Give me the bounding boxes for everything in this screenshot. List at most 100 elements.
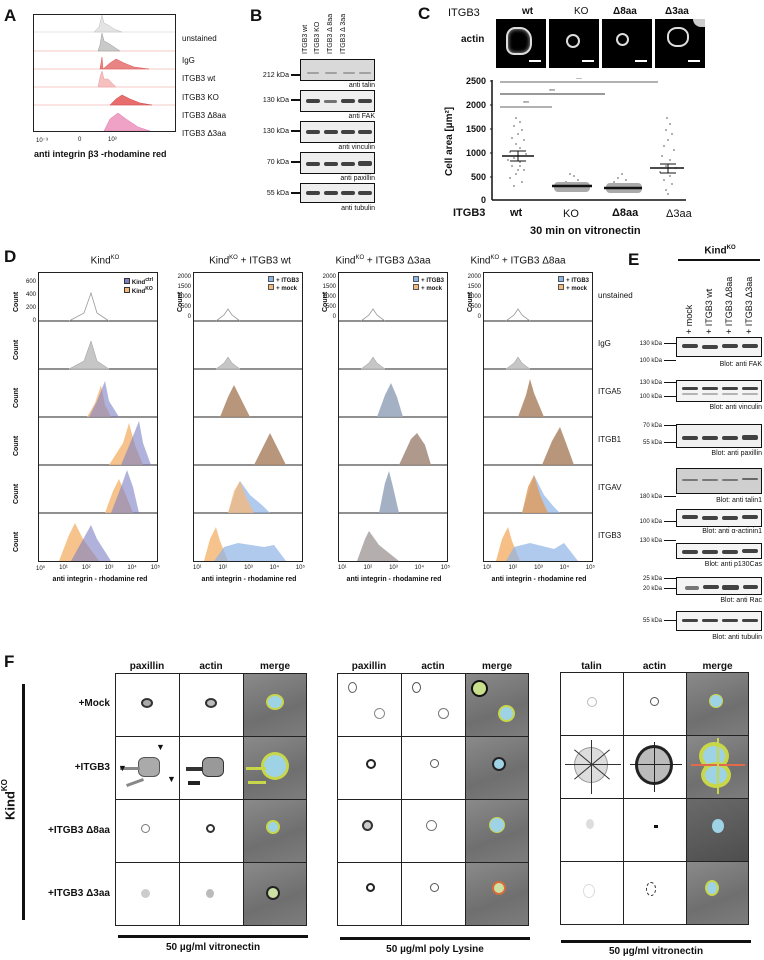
f-g1-r1-c0 xyxy=(337,736,402,800)
d-legend-1: + ITGB3 + mock xyxy=(268,276,299,292)
blot-paxillin xyxy=(300,152,375,174)
f-g2-r1-c0 xyxy=(560,735,624,799)
e-kda-5a: 130 kDa xyxy=(630,538,676,544)
kda-b-0: 212 kDa xyxy=(255,72,301,79)
svg-text:***: *** xyxy=(523,101,529,107)
f-g1-substrate-bar xyxy=(340,937,530,940)
panel-letter-c: C xyxy=(418,4,431,23)
d-histogram-col-1: + ITGB3 + mock xyxy=(193,272,303,562)
label-itgb3-d8: ITGB3 Δ8aa xyxy=(182,111,227,120)
f-g1-r0-c1 xyxy=(401,673,466,737)
f-row-d8: +ITGB3 Δ8aa xyxy=(48,825,110,836)
d-yticks-col2: 2000 1500 1000 500 0 xyxy=(322,274,336,320)
c-xcat-wt: wt xyxy=(510,207,523,219)
e-kda-0b: 100 kDa xyxy=(630,358,676,364)
f-g2-r1-c1 xyxy=(623,735,687,799)
f-g1-r3-c2 xyxy=(465,862,529,926)
e-lane-1: + ITGB3 wt xyxy=(704,288,714,334)
e-blot-label-6: Blot: anti Rac xyxy=(720,597,762,604)
e-blot-tubulin xyxy=(676,611,762,631)
e-kda-3b: 180 kDa xyxy=(630,494,676,500)
f-g2-r2-c1 xyxy=(623,798,687,862)
f-g2-col1: actin xyxy=(642,661,667,672)
c-ytick-2500: 2500 xyxy=(465,76,486,86)
panel-letter-f: F xyxy=(4,652,15,671)
e-kda-7a: 55 kDa xyxy=(630,618,676,624)
actin-image-ko xyxy=(549,19,599,68)
c-xcat-d8: Δ8aa xyxy=(612,207,639,219)
kda-b-3: 70 kDa xyxy=(255,159,301,166)
c-row-actin: actin xyxy=(461,34,485,45)
f-g2-r1-c2 xyxy=(686,735,749,799)
f-g2-substrate: 50 µg/ml vitronectin xyxy=(608,946,704,957)
f-g0-r3-c2 xyxy=(243,862,307,926)
d-legend-0: Kindctrl KindKO xyxy=(124,277,153,295)
label-itgb3-ko: ITGB3 KO xyxy=(182,93,219,102)
f-g1-r1-c1 xyxy=(401,736,466,800)
f-g0-r3-c0 xyxy=(115,862,180,926)
d-title-1: KindKO + ITGB3 wt xyxy=(209,255,291,267)
c-col-wt: wt xyxy=(522,6,534,17)
d-ylabel-r2: Count xyxy=(13,387,20,408)
e-blot-fak xyxy=(676,337,762,357)
f-row-itgb3: +ITGB3 xyxy=(74,762,110,773)
f-g0-col2: merge xyxy=(259,661,290,672)
d-ylabel-r1: Count xyxy=(13,339,20,360)
c-ytick-1000: 1000 xyxy=(465,148,486,158)
f-row-mock: +Mock xyxy=(78,698,110,709)
svg-text:***: *** xyxy=(549,89,555,95)
e-blot-label-4: Blot: anti α-actinin1 xyxy=(702,528,762,535)
label-unstained: unstained xyxy=(182,34,217,43)
arrowhead-icon: ▼ xyxy=(118,763,127,773)
e-lane-0: + mock xyxy=(684,304,694,334)
f-g2-r3-c1 xyxy=(623,861,687,925)
f-g0-r2-c0 xyxy=(115,799,180,863)
d-row-itgb1: ITGB1 xyxy=(598,435,622,444)
a-xtick-0: 10⁻³ xyxy=(36,138,48,144)
e-blot-label-0: Blot: anti FAK xyxy=(719,361,762,368)
f-g0-r2-c2 xyxy=(243,799,307,863)
a-xtick-1: 0 xyxy=(78,137,82,143)
c-xlabel: 30 min on vitronectin xyxy=(530,225,641,237)
f-g0-r0-c0 xyxy=(115,673,180,737)
f-g1-col0: paxillin xyxy=(351,661,387,672)
d-xticks-col2: 10¹ 10² 10³ 10⁴ 10⁵ xyxy=(338,565,450,571)
panel-letter-b: B xyxy=(250,6,263,25)
e-kda-6b: 20 kDa xyxy=(630,586,676,592)
arrowhead-icon: ▼ xyxy=(167,774,176,784)
f-g2-r3-c0 xyxy=(560,861,624,925)
f-g2-r3-c2 xyxy=(686,861,749,925)
d-xlabel-2: anti integrin - rhodamine red xyxy=(346,576,442,583)
f-g0-substrate-bar xyxy=(118,935,308,938)
e-blot-label-7: Blot: anti tubulin xyxy=(712,634,762,641)
d-histogram-col-3: + ITGB3 + mock xyxy=(483,272,593,562)
f-g0-r1-c2 xyxy=(243,736,307,800)
f-g0-col0: paxillin xyxy=(129,661,165,672)
d-row-itgb3: ITGB3 xyxy=(598,531,622,540)
lane-b-3: ITGB3 Δ 3aa xyxy=(340,13,347,54)
e-blot-paxillin xyxy=(676,424,762,448)
d-row-itga5: ITGA5 xyxy=(598,387,622,396)
f-side-label: KindKO xyxy=(0,779,18,821)
f-g1-r0-c2 xyxy=(465,673,529,737)
f-g0-col1: actin xyxy=(199,661,223,672)
f-g2-r2-c2 xyxy=(686,798,749,862)
f-g1-col1: actin xyxy=(421,661,445,672)
panel-letter-a: A xyxy=(4,6,17,25)
e-blot-label-2: Blot: anti paxillin xyxy=(711,450,762,457)
f-g0-r1-c0: ▼ ▼ ▼ xyxy=(115,736,180,800)
f-g2-col0: talin xyxy=(581,661,602,672)
lane-b-1: ITGB3 KO xyxy=(314,21,321,54)
d-xticks-col3: 10¹ 10² 10³ 10⁴ 10⁵ xyxy=(483,565,595,571)
d-xlabel-1: anti integrin - rhodamine red xyxy=(201,576,297,583)
a-xtick-2: 10³ xyxy=(108,137,117,143)
f-g1-r2-c1 xyxy=(401,799,466,863)
f-g1-r1-c2 xyxy=(465,736,529,800)
kda-b-1: 130 kDa xyxy=(255,97,301,104)
kda-b-2: 130 kDa xyxy=(255,128,301,135)
f-g0-r3-c1 xyxy=(179,862,244,926)
d-title-2: KindKO + ITGB3 Δ3aa xyxy=(335,255,431,267)
c-xgroup-label: ITGB3 xyxy=(453,207,486,219)
c-col-ko: KO xyxy=(574,6,589,17)
e-blot-label-3: Blot: anti talin1 xyxy=(716,497,762,504)
